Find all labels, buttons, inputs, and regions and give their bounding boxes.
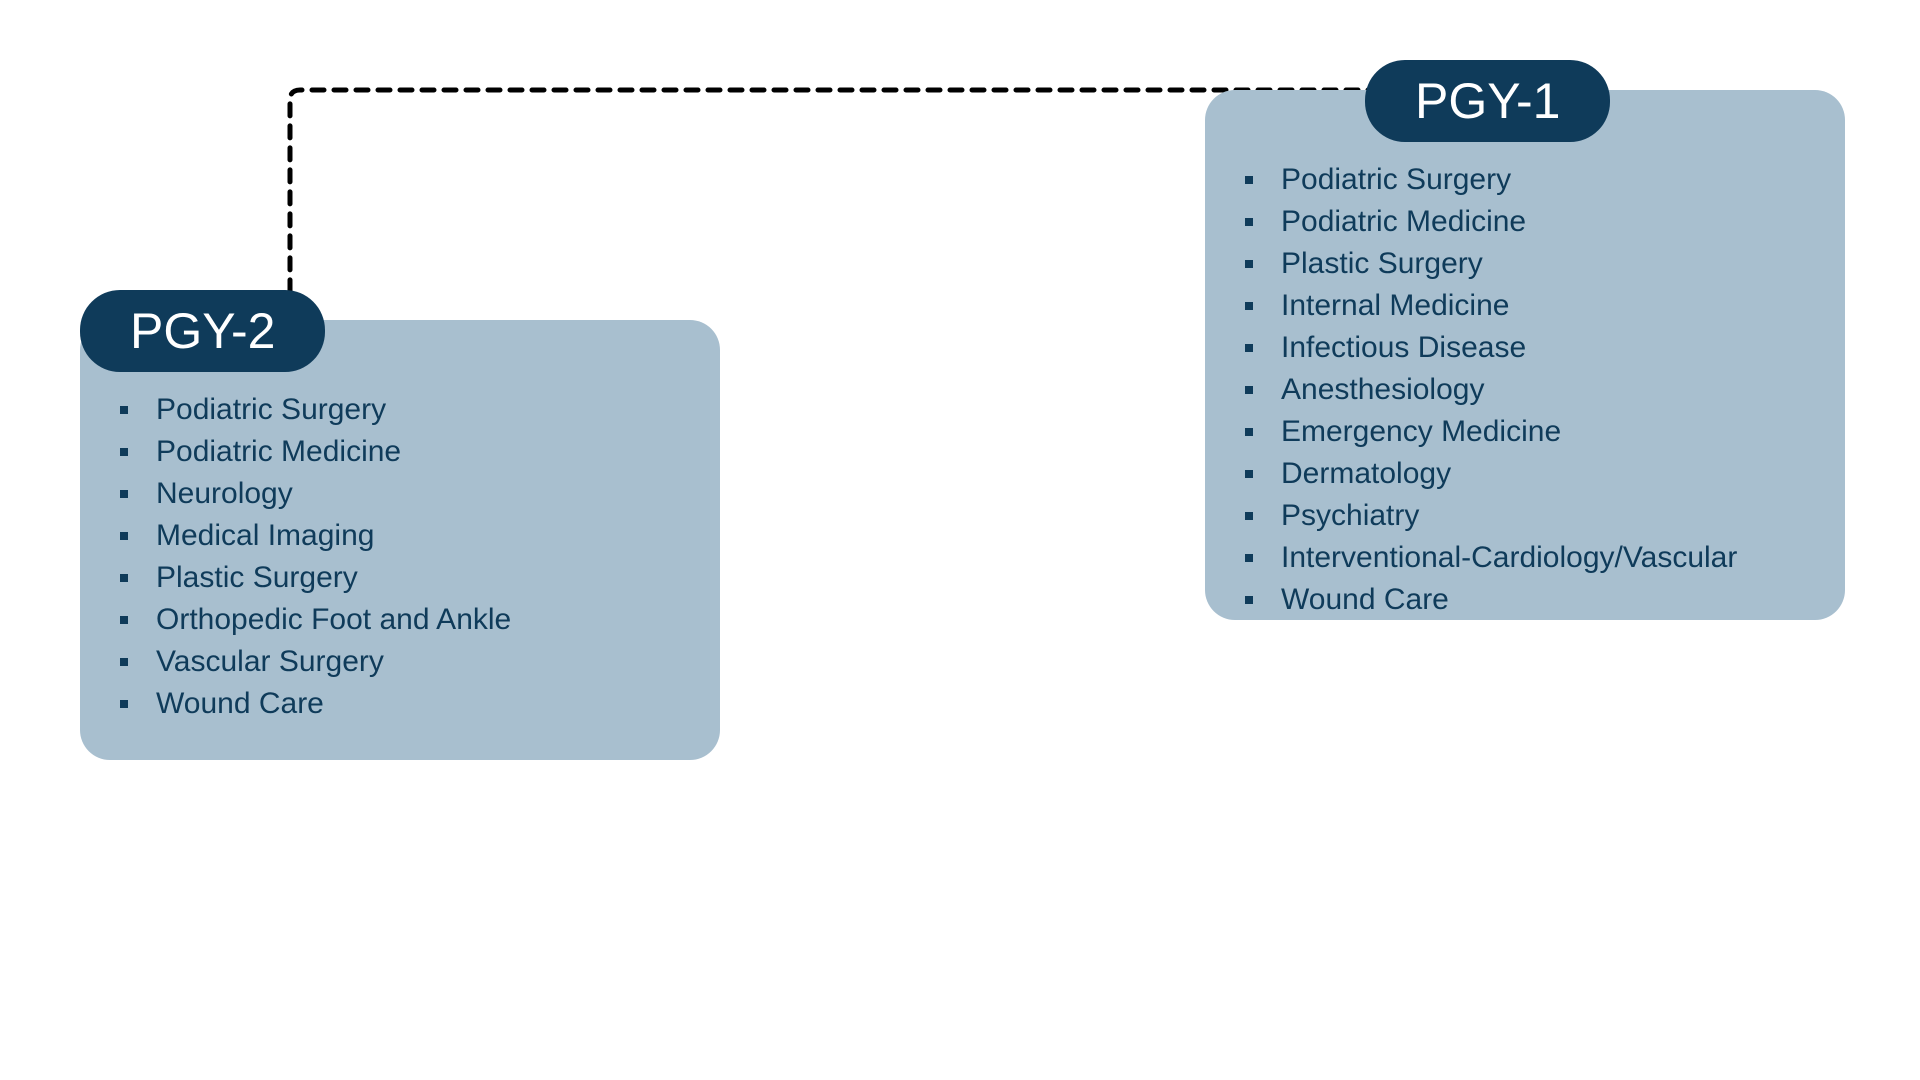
list-item: Infectious Disease bbox=[1245, 328, 1805, 367]
list-item: Wound Care bbox=[1245, 580, 1805, 619]
list-item: Interventional-Cardiology/Vascular bbox=[1245, 538, 1805, 577]
bullet-icon bbox=[1245, 302, 1253, 310]
item-text: Plastic Surgery bbox=[156, 558, 358, 597]
item-text: Infectious Disease bbox=[1281, 328, 1526, 367]
diagram-container: PGY-1 Podiatric SurgeryPodiatric Medicin… bbox=[0, 0, 1920, 1080]
item-text: Vascular Surgery bbox=[156, 642, 384, 681]
bullet-icon bbox=[120, 616, 128, 624]
list-item: Medical Imaging bbox=[120, 516, 680, 555]
list-item: Plastic Surgery bbox=[120, 558, 680, 597]
item-text: Podiatric Medicine bbox=[1281, 202, 1526, 241]
list-item: Anesthesiology bbox=[1245, 370, 1805, 409]
pgy1-list: Podiatric SurgeryPodiatric MedicinePlast… bbox=[1245, 160, 1805, 619]
bullet-icon bbox=[1245, 512, 1253, 520]
list-item: Emergency Medicine bbox=[1245, 412, 1805, 451]
bullet-icon bbox=[1245, 596, 1253, 604]
pgy1-card: PGY-1 Podiatric SurgeryPodiatric Medicin… bbox=[1205, 90, 1845, 620]
item-text: Podiatric Surgery bbox=[1281, 160, 1511, 199]
item-text: Podiatric Surgery bbox=[156, 390, 386, 429]
bullet-icon bbox=[1245, 218, 1253, 226]
pgy2-header: PGY-2 bbox=[80, 290, 325, 372]
pgy2-list: Podiatric SurgeryPodiatric MedicineNeuro… bbox=[120, 390, 680, 723]
item-text: Emergency Medicine bbox=[1281, 412, 1561, 451]
item-text: Neurology bbox=[156, 474, 293, 513]
pgy2-title: PGY-2 bbox=[130, 303, 275, 359]
list-item: Podiatric Medicine bbox=[1245, 202, 1805, 241]
list-item: Psychiatry bbox=[1245, 496, 1805, 535]
list-item: Dermatology bbox=[1245, 454, 1805, 493]
bullet-icon bbox=[120, 490, 128, 498]
pgy1-title: PGY-1 bbox=[1415, 73, 1560, 129]
item-text: Interventional-Cardiology/Vascular bbox=[1281, 538, 1737, 577]
item-text: Psychiatry bbox=[1281, 496, 1419, 535]
list-item: Neurology bbox=[120, 474, 680, 513]
bullet-icon bbox=[120, 700, 128, 708]
pgy1-body: Podiatric SurgeryPodiatric MedicinePlast… bbox=[1205, 90, 1845, 652]
bullet-icon bbox=[1245, 176, 1253, 184]
list-item: Podiatric Medicine bbox=[120, 432, 680, 471]
item-text: Plastic Surgery bbox=[1281, 244, 1483, 283]
list-item: Podiatric Surgery bbox=[1245, 160, 1805, 199]
item-text: Internal Medicine bbox=[1281, 286, 1509, 325]
item-text: Dermatology bbox=[1281, 454, 1451, 493]
pgy1-header: PGY-1 bbox=[1365, 60, 1610, 142]
bullet-icon bbox=[120, 574, 128, 582]
list-item: Vascular Surgery bbox=[120, 642, 680, 681]
bullet-icon bbox=[120, 532, 128, 540]
item-text: Anesthesiology bbox=[1281, 370, 1484, 409]
bullet-icon bbox=[120, 448, 128, 456]
bullet-icon bbox=[120, 406, 128, 414]
item-text: Orthopedic Foot and Ankle bbox=[156, 600, 511, 639]
bullet-icon bbox=[1245, 386, 1253, 394]
bullet-icon bbox=[1245, 344, 1253, 352]
bullet-icon bbox=[120, 658, 128, 666]
list-item: Plastic Surgery bbox=[1245, 244, 1805, 283]
bullet-icon bbox=[1245, 260, 1253, 268]
list-item: Orthopedic Foot and Ankle bbox=[120, 600, 680, 639]
list-item: Podiatric Surgery bbox=[120, 390, 680, 429]
pgy2-body: Podiatric SurgeryPodiatric MedicineNeuro… bbox=[80, 320, 720, 756]
list-item: Wound Care bbox=[120, 684, 680, 723]
item-text: Wound Care bbox=[156, 684, 324, 723]
item-text: Podiatric Medicine bbox=[156, 432, 401, 471]
item-text: Wound Care bbox=[1281, 580, 1449, 619]
bullet-icon bbox=[1245, 554, 1253, 562]
bullet-icon bbox=[1245, 470, 1253, 478]
list-item: Internal Medicine bbox=[1245, 286, 1805, 325]
pgy2-card: PGY-2 Podiatric SurgeryPodiatric Medicin… bbox=[80, 320, 720, 760]
bullet-icon bbox=[1245, 428, 1253, 436]
item-text: Medical Imaging bbox=[156, 516, 374, 555]
